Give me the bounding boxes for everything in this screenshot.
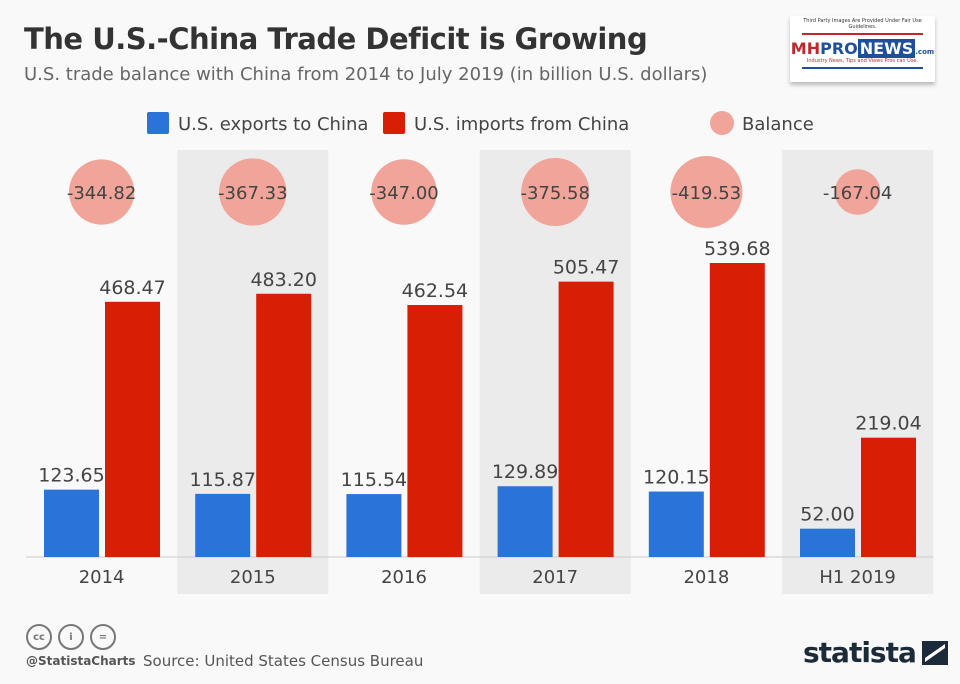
balance-bubble [68,159,135,225]
imports-bar [709,263,765,557]
statista-logo[interactable]: statista [803,636,948,669]
balance-bubble [670,156,743,228]
exports-bar [648,491,704,557]
statista-mark-icon [921,640,948,665]
imports-bar [105,301,160,557]
exports-label: 123.65 [38,465,104,487]
exports-label: 120.15 [643,467,709,489]
balance-label: -167.04 [823,183,892,204]
chart-subtitle: U.S. trade balance with China from 2014 … [24,64,708,85]
balance-bubble [219,158,287,226]
imports-label: 468.47 [99,277,165,299]
legend-swatch-1 [383,112,405,134]
imports-bar [861,437,916,557]
imports-label: 539.68 [704,238,770,260]
x-tick-label: 2015 [230,567,276,588]
exports-label: 129.89 [492,461,558,483]
mhpronews-logo: Third Party Images Are Provided Under Fa… [790,16,935,82]
imports-label: 219.04 [855,413,921,435]
exports-label: 115.87 [189,469,255,491]
imports-bar [558,281,614,557]
logo-tagline: Industry News, Tips and Views Pros can U… [806,58,919,64]
x-tick-label: 2017 [532,567,578,588]
legend-label: U.S. imports from China [414,114,629,135]
license-icons: cc i = [26,624,116,650]
x-tick-label: 2014 [79,567,125,588]
cc-icon: cc [26,624,52,650]
imports-label: 505.47 [553,257,619,279]
balance-bubble [834,169,881,215]
legend-label: Balance [742,114,814,135]
exports-bar [497,486,553,557]
balance-bubble [521,157,590,227]
exports-bar [44,489,99,557]
balance-label: -419.53 [672,183,741,204]
x-tick-label: H1 2019 [819,567,896,588]
legend-swatch-0 [147,112,169,134]
imports-bar [407,305,463,557]
exports-bar [195,493,251,557]
fair-use-note: Third Party Images Are Provided Under Fa… [803,18,922,30]
x-tick-label: 2018 [683,567,729,588]
no-derivatives-icon: = [90,624,116,650]
balance-label: -367.33 [218,183,287,204]
attribution-icon: i [58,624,84,650]
balance-label: -344.82 [67,183,136,204]
source-note: Source: United States Census Bureau [143,652,424,670]
balance-label: -347.00 [369,183,438,204]
logo-brand: MHPRO NEWS .com [790,39,935,58]
balance-label: -375.58 [520,183,589,204]
legend-swatch-balance [710,111,734,135]
x-tick-label: 2016 [381,567,427,588]
exports-bar [346,494,402,557]
imports-bar [256,293,312,557]
imports-label: 462.54 [402,280,468,302]
exports-bar [800,528,855,557]
exports-label: 115.54 [341,469,407,491]
imports-label: 483.20 [250,269,316,291]
chart-title: The U.S.-China Trade Deficit is Growing [24,22,648,56]
legend-label: U.S. exports to China [178,114,368,135]
exports-label: 52.00 [800,504,854,526]
balance-bubble [371,159,437,225]
statista-handle[interactable]: @StatistaCharts [26,654,136,668]
